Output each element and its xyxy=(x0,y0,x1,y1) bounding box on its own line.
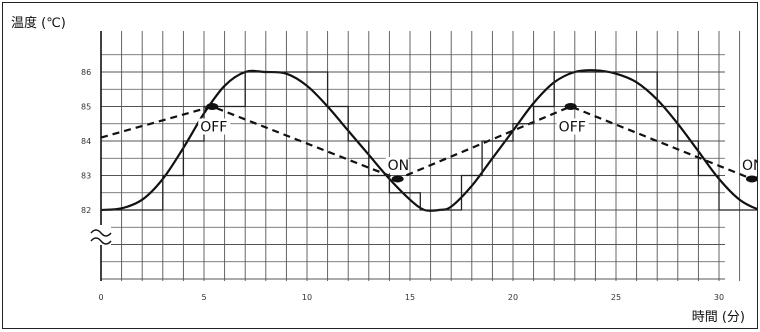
x-tick-label: 20 xyxy=(508,293,518,302)
annotation-label: OFF xyxy=(559,120,586,136)
chart-labels: 82 83 84 85 86 0 5 10 15 20 25 30 温度 (℃) 時間 (分) OFF ON O… xyxy=(11,15,760,325)
x-tick-label: 15 xyxy=(405,293,415,302)
annotation-label-bg xyxy=(739,156,760,173)
annotation-label-bg xyxy=(198,118,231,135)
y-tick-label: 86 xyxy=(81,68,91,77)
series-line-temperature xyxy=(100,69,760,213)
annotation-label: ON xyxy=(388,158,410,174)
chart-grid xyxy=(90,31,760,281)
switch-point-marker xyxy=(745,175,758,183)
x-axis-label: 時間 (分) xyxy=(692,310,745,325)
y-tick-label: 82 xyxy=(81,206,91,215)
annotation-label-bg xyxy=(556,118,589,135)
annotation-label-bg xyxy=(385,156,408,173)
y-tick-label: 84 xyxy=(81,137,91,146)
x-tick-label: 5 xyxy=(201,293,206,302)
switch-point-marker xyxy=(206,103,219,110)
switch-point-marker xyxy=(391,175,404,183)
y-axis-label: 温度 (℃) xyxy=(11,15,66,31)
x-tick-label: 0 xyxy=(98,293,103,302)
annotation-label: OFF xyxy=(200,120,227,136)
axis-break-mark xyxy=(90,229,112,237)
chart-marks xyxy=(206,103,758,183)
x-tick-label: 30 xyxy=(714,293,724,302)
switch-point-marker xyxy=(564,103,577,110)
annotation-label: ON xyxy=(742,158,757,174)
axis-break-mark xyxy=(90,237,112,245)
temperature-chart: 82 83 84 85 86 0 5 10 15 20 25 30 温度 (℃) 時間 (分) OFF ON O… xyxy=(11,15,760,325)
x-tick-label: 25 xyxy=(611,293,621,302)
series-line-setpoint xyxy=(100,105,760,181)
y-tick-label: 83 xyxy=(81,172,91,181)
x-tick-label: 10 xyxy=(302,293,312,302)
y-tick-label: 85 xyxy=(81,103,91,112)
